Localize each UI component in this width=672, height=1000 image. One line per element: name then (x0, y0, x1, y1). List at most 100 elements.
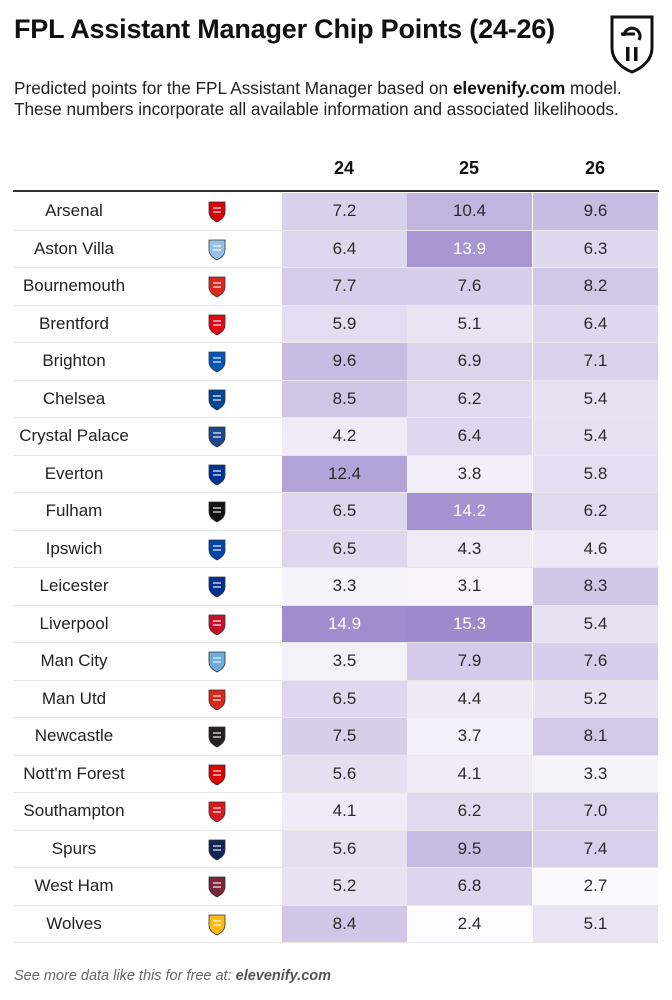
table-row: Man Utd 6.5 4.4 5.2 (13, 680, 659, 718)
value-cell-24: 8.4 (282, 905, 407, 942)
table-row: West Ham 5.2 6.8 2.7 (13, 868, 659, 906)
table-row: Liverpool 14.9 15.3 5.4 (13, 605, 659, 643)
team-name: Liverpool (39, 613, 109, 633)
crystal-palace-crest-icon (206, 426, 228, 448)
value-cell-24: 6.5 (282, 493, 407, 530)
table-row: Fulham 6.5 14.2 6.2 (13, 493, 659, 531)
footer-note: See more data like this for free at: ele… (14, 968, 331, 984)
subtitle-site-link[interactable]: elevenify.com (452, 78, 566, 98)
leicester-crest-icon (206, 576, 228, 598)
chelsea-crest-icon (206, 389, 228, 411)
team-name: Man City (40, 651, 108, 671)
value-cell-25: 14.2 (407, 493, 532, 530)
table-row: Southampton 4.1 6.2 7.0 (13, 793, 659, 831)
column-header-24: 24 (333, 158, 355, 178)
value-cell-26: 5.1 (533, 905, 658, 942)
value-cell-25: 2.4 (407, 905, 532, 942)
value-cell-25: 3.8 (407, 455, 532, 492)
value-cell-26: 3.3 (533, 755, 658, 792)
value-cell-25: 6.2 (407, 380, 532, 417)
ipswich-crest-icon (206, 539, 228, 561)
spurs-crest-icon (206, 839, 228, 861)
value-cell-24: 6.5 (282, 530, 407, 567)
value-cell-24: 7.2 (282, 193, 407, 230)
liverpool-crest-icon (206, 614, 228, 636)
team-name: Aston Villa (33, 238, 114, 258)
value-cell-25: 6.2 (407, 793, 532, 830)
table-row: Newcastle 7.5 3.7 8.1 (13, 718, 659, 756)
team-name: Brentford (39, 313, 109, 333)
fulham-crest-icon (206, 501, 228, 523)
column-header-25: 25 (458, 158, 480, 178)
value-cell-26: 9.6 (533, 193, 658, 230)
table-row: Nott'm Forest 5.6 4.1 3.3 (13, 755, 659, 793)
value-cell-25: 7.9 (407, 643, 532, 680)
bournemouth-crest-icon (206, 276, 228, 298)
team-name: Newcastle (34, 726, 114, 746)
header-divider (13, 190, 659, 192)
value-cell-24: 7.5 (282, 718, 407, 755)
team-name: Chelsea (42, 388, 106, 408)
value-cell-26: 4.6 (533, 530, 658, 567)
team-name: Spurs (51, 838, 97, 858)
value-cell-25: 4.1 (407, 755, 532, 792)
value-cell-24: 7.7 (282, 268, 407, 305)
value-cell-24: 6.4 (282, 230, 407, 267)
team-name: Arsenal (45, 201, 103, 221)
table-row: Crystal Palace 4.2 6.4 5.4 (13, 418, 659, 456)
footer-text: See more data like this for free at: (14, 968, 236, 984)
value-cell-25: 7.6 (407, 268, 532, 305)
column-headers: 24 25 26 (0, 158, 672, 182)
value-cell-26: 5.4 (533, 418, 658, 455)
value-cell-26: 2.7 (533, 868, 658, 905)
page-title: FPL Assistant Manager Chip Points (24-26… (14, 14, 555, 44)
team-name: Ipswich (45, 538, 103, 558)
table-row: Wolves 8.4 2.4 5.1 (13, 905, 659, 943)
value-cell-24: 4.1 (282, 793, 407, 830)
value-cell-25: 13.9 (407, 230, 532, 267)
value-cell-24: 4.2 (282, 418, 407, 455)
value-cell-24: 6.5 (282, 680, 407, 717)
value-cell-24: 5.2 (282, 868, 407, 905)
team-name: Bournemouth (22, 276, 126, 296)
value-cell-26: 5.4 (533, 380, 658, 417)
value-cell-25: 3.7 (407, 718, 532, 755)
team-name: Nott'm Forest (23, 763, 125, 783)
value-cell-26: 8.2 (533, 268, 658, 305)
value-cell-24: 3.3 (282, 568, 407, 605)
subtitle-text-end: model. These numbers incorporate all ava… (14, 78, 622, 119)
value-cell-24: 14.9 (282, 605, 407, 642)
brighton-crest-icon (206, 351, 228, 373)
brentford-crest-icon (206, 314, 228, 336)
nottm-forest-crest-icon (206, 764, 228, 786)
team-name: Brighton (42, 351, 106, 371)
newcastle-crest-icon (206, 726, 228, 748)
man-city-crest-icon (206, 651, 228, 673)
elevenify-logo-icon (610, 15, 654, 74)
team-name: Fulham (45, 501, 103, 521)
table-row: Leicester 3.3 3.1 8.3 (13, 568, 659, 606)
value-cell-25: 6.9 (407, 343, 532, 380)
value-cell-24: 8.5 (282, 380, 407, 417)
team-name: West Ham (34, 876, 114, 896)
value-cell-25: 15.3 (407, 605, 532, 642)
table-row: Everton 12.4 3.8 5.8 (13, 455, 659, 493)
value-cell-26: 8.3 (533, 568, 658, 605)
west-ham-crest-icon (206, 876, 228, 898)
table-row: Brentford 5.9 5.1 6.4 (13, 305, 659, 343)
value-cell-25: 4.3 (407, 530, 532, 567)
southampton-crest-icon (206, 801, 228, 823)
value-cell-26: 8.1 (533, 718, 658, 755)
subtitle-text-start: Predicted points for the FPL Assistant M… (14, 78, 453, 98)
value-cell-24: 3.5 (282, 643, 407, 680)
man-utd-crest-icon (206, 689, 228, 711)
team-name: Man Utd (41, 688, 107, 708)
value-cell-26: 7.6 (533, 643, 658, 680)
value-cell-24: 12.4 (282, 455, 407, 492)
table-row: Aston Villa 6.4 13.9 6.3 (13, 230, 659, 268)
value-cell-25: 10.4 (407, 193, 532, 230)
value-cell-26: 6.2 (533, 493, 658, 530)
team-name: Crystal Palace (19, 426, 129, 446)
everton-crest-icon (206, 464, 228, 486)
footer-site-link[interactable]: elevenify.com (235, 968, 332, 984)
